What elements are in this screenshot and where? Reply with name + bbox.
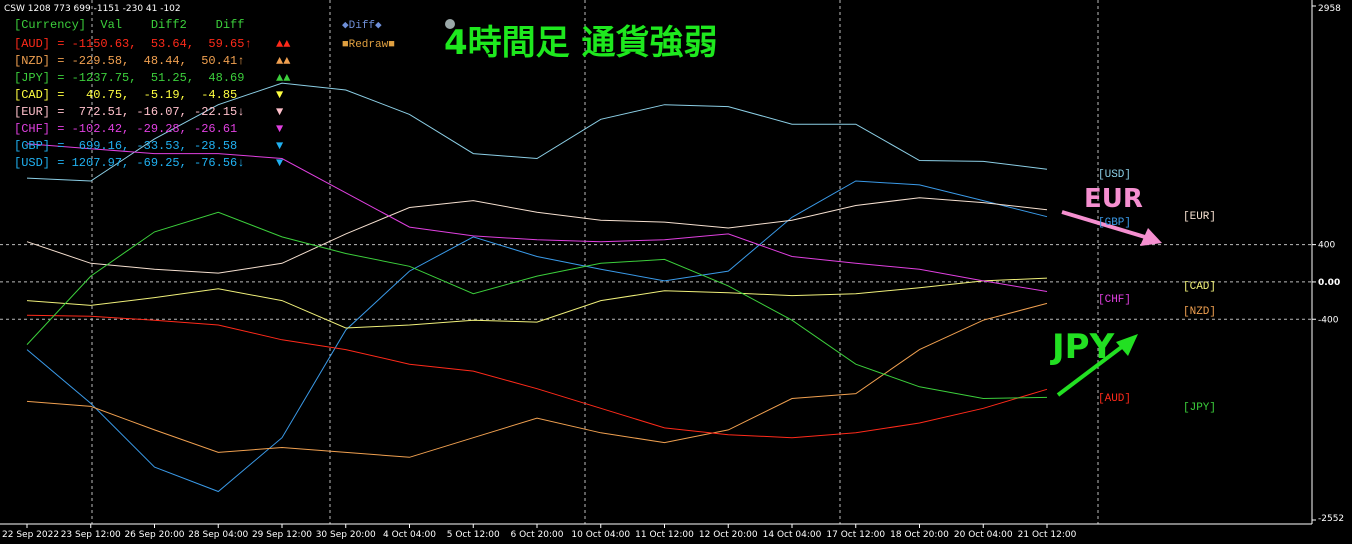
series-line <box>26 143 1048 292</box>
x-tick-label: 11 Oct 12:00 <box>635 530 694 540</box>
table-header: [Currency] Val Diff2 Diff <box>14 18 244 32</box>
x-tick-label: 17 Oct 12:00 <box>826 530 885 540</box>
series-line <box>26 314 1048 439</box>
series-line <box>26 211 1048 400</box>
series-tag: [USD] <box>1098 169 1131 181</box>
signal: ▼ <box>276 156 284 170</box>
diff-button[interactable]: ◆Diff◆ <box>342 20 382 32</box>
series-line <box>26 302 1048 458</box>
redraw-button[interactable]: ■Redraw■ <box>342 39 395 51</box>
signal: ▲▲ <box>276 54 291 68</box>
table-row: [GBP] = 699.16, -33.53, -28.58 <box>14 139 237 153</box>
x-tick-label: 18 Oct 20:00 <box>890 530 949 540</box>
x-tick-label: 29 Sep 12:00 <box>252 530 312 540</box>
x-tick-label: 30 Sep 20:00 <box>316 530 376 540</box>
y-tick-label: 400 <box>1318 241 1335 251</box>
series-line <box>26 82 1048 182</box>
y-tick-label: -2552 <box>1318 514 1344 524</box>
series-tag: [JPY] <box>1183 402 1216 414</box>
series-line <box>26 277 1048 329</box>
signal: ▼ <box>276 139 284 153</box>
currency-table: [Currency] Val Diff2 Diff [AUD] = -1150.6… <box>14 18 291 170</box>
series-tag: [EUR] <box>1183 211 1216 223</box>
x-tick-label: 6 Oct 20:00 <box>511 530 564 540</box>
signal: ▼ <box>276 122 284 136</box>
series-tag: [GBP] <box>1098 217 1131 229</box>
x-tick-label: 10 Oct 04:00 <box>571 530 630 540</box>
y-tick-label: -400 <box>1318 315 1339 325</box>
table-row: [CAD] = 40.75, -5.19, -4.85 <box>14 88 237 102</box>
signal: ▲▲ <box>276 71 291 85</box>
x-tick-label: 14 Oct 04:00 <box>763 530 822 540</box>
y-tick-label: 0.00 <box>1318 278 1340 288</box>
table-row: [JPY] = -1237.75, 51.25, 48.69 <box>14 71 244 85</box>
annotation: EUR <box>1084 184 1143 214</box>
annotation-arrow <box>1056 210 1162 397</box>
status-dot <box>445 19 455 29</box>
y-tick-label: 2958 <box>1318 4 1341 14</box>
x-tick-label: 12 Oct 20:00 <box>699 530 758 540</box>
series-line <box>26 180 1048 493</box>
x-tick-label: 21 Oct 12:00 <box>1018 530 1077 540</box>
x-tick-label: 28 Sep 04:00 <box>188 530 248 540</box>
table-row: [CHF] = -102.42, -29.28, -26.61 <box>14 122 237 136</box>
x-tick-label: 26 Sep 20:00 <box>124 530 184 540</box>
x-tick-label: 23 Sep 12:00 <box>61 530 121 540</box>
plot <box>26 82 1048 493</box>
series-tag: [AUD] <box>1098 393 1131 405</box>
series-line <box>26 197 1048 274</box>
grid <box>0 244 1312 320</box>
table-row: [USD] = 1207.97, -69.25, -76.56↓ <box>14 156 244 170</box>
table-row: [AUD] = -1150.63, 53.64, 59.65↑ <box>14 37 252 51</box>
signal: ▲▲ <box>276 37 291 51</box>
table-row: [EUR] = 772.51, -16.07, -22.15↓ <box>14 105 244 119</box>
x-tick-label: 4 Oct 04:00 <box>383 530 436 540</box>
x-tick-label: 5 Oct 12:00 <box>447 530 500 540</box>
table-row: [NZD] = -229.58, 48.44, 50.41↑ <box>14 54 244 68</box>
signal: ▼ <box>276 105 284 119</box>
header: CSW 1208 773 699 -1151 -230 41 -102 <box>4 4 181 14</box>
series-tag: [NZD] <box>1183 306 1216 318</box>
x-tick-label: 20 Oct 04:00 <box>954 530 1013 540</box>
series-tag: [CHF] <box>1098 294 1131 306</box>
chart-title: 4時間足 通貨強弱 <box>444 23 718 63</box>
x-tick-label: 22 Sep 2022 <box>2 530 59 540</box>
signal: ▼ <box>276 88 284 102</box>
series-tag: [CAD] <box>1183 281 1216 293</box>
